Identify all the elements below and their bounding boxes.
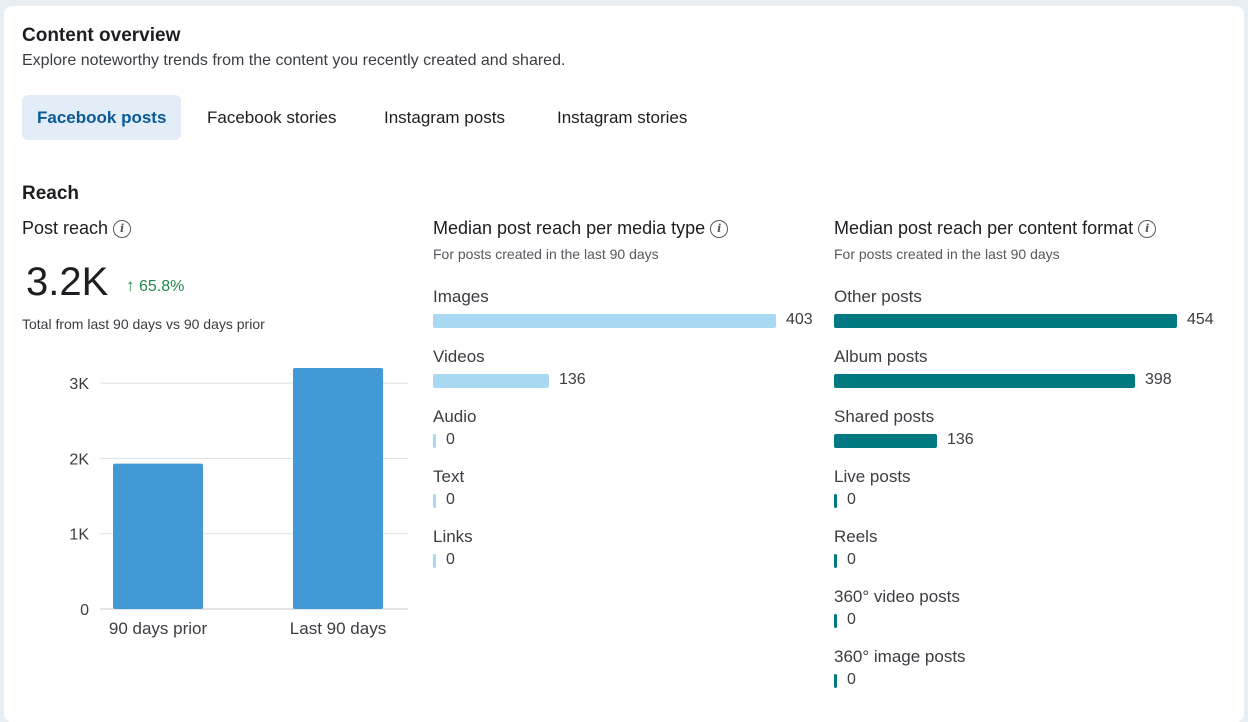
y-tick-label: 3K — [69, 376, 89, 393]
post-reach-bar-chart: 0 1K 2K 3K 90 days prior Last 90 days — [69, 368, 408, 638]
content-format-row-label: Live posts — [834, 467, 911, 486]
x-tick-label: 90 days prior — [109, 619, 208, 638]
media-type-title: Median post reach per media type i — [433, 218, 729, 239]
content-format-row-value: 0 — [847, 611, 856, 628]
content-format-row-label: Other posts — [834, 287, 922, 306]
post-reach-title-text: Post reach — [22, 218, 109, 238]
content-format-row-bar — [834, 374, 1135, 388]
content-format-subtitle: For posts created in the last 90 days — [834, 246, 1060, 262]
content-format-row-value: 0 — [847, 491, 856, 508]
content-format-row-label: Shared posts — [834, 407, 935, 426]
media-type-title-text: Median post reach per media type — [433, 218, 706, 238]
content-format-row-bar — [834, 674, 837, 688]
arrow-up-icon: ↑ — [126, 276, 135, 295]
tab-facebook-posts[interactable]: Facebook posts — [22, 95, 182, 140]
bar-0[interactable] — [113, 463, 203, 609]
content-overview-card: Content overview Explore noteworthy tren… — [4, 6, 1244, 722]
content-format-row-label: Reels — [834, 527, 878, 546]
tab-instagram-posts[interactable]: Instagram posts — [384, 108, 505, 127]
post-reach-delta-value: 65.8% — [138, 278, 185, 295]
content-format-row-label: 360° image posts — [834, 647, 966, 666]
content-format-title: Median post reach per content format i — [834, 218, 1157, 239]
info-icon[interactable]: i — [710, 220, 729, 238]
media-type-row-bar — [433, 434, 436, 448]
media-type-row-label: Images — [433, 287, 489, 306]
media-type-row-bar — [433, 494, 436, 508]
content-format-row-value: 0 — [847, 671, 856, 688]
media-type-row-bar — [433, 554, 436, 568]
content-format-row-bar — [834, 314, 1177, 328]
content-format-row-value: 0 — [847, 551, 856, 568]
y-tick-label: 2K — [69, 451, 89, 468]
content-format-row-value: 454 — [1187, 311, 1214, 328]
media-type-row-label: Links — [433, 527, 473, 546]
post-reach-delta: ↑ 65.8% — [126, 276, 184, 296]
post-reach-value: 3.2K — [26, 260, 109, 304]
media-type-row-value: 403 — [786, 311, 813, 328]
content-format-row-value: 136 — [947, 431, 974, 448]
media-type-row-label: Videos — [433, 347, 485, 366]
tab-instagram-stories[interactable]: Instagram stories — [557, 108, 688, 127]
info-icon[interactable]: i — [1138, 220, 1157, 238]
media-type-row-bar — [433, 314, 776, 328]
post-reach-title: Post reach i — [22, 218, 132, 239]
media-type-row-value: 136 — [559, 371, 586, 388]
post-reach-note: Total from last 90 days vs 90 days prior — [22, 316, 265, 332]
media-type-row-bar — [433, 374, 549, 388]
content-format-title-text: Median post reach per content format — [834, 218, 1134, 238]
section-title-reach: Reach — [22, 183, 80, 204]
media-type-row-label: Audio — [433, 407, 477, 426]
y-tick-label: 1K — [69, 527, 89, 544]
media-type-row-value: 0 — [446, 431, 455, 448]
tab-facebook-stories[interactable]: Facebook stories — [207, 108, 337, 127]
media-type-subtitle: For posts created in the last 90 days — [433, 246, 659, 262]
content-format-row-bar — [834, 614, 837, 628]
content-format-row-value: 398 — [1145, 371, 1172, 388]
page-title: Content overview — [22, 25, 181, 46]
content-format-row-label: Album posts — [834, 347, 928, 366]
y-tick-label: 0 — [80, 602, 89, 619]
info-icon[interactable]: i — [113, 220, 132, 238]
media-type-row-value: 0 — [446, 551, 455, 568]
content-format-row-bar — [834, 554, 837, 568]
media-type-row-label: Text — [433, 467, 465, 486]
content-format-row-bar — [834, 434, 937, 448]
content-format-row-bar — [834, 494, 837, 508]
page-subtitle: Explore noteworthy trends from the conte… — [22, 52, 566, 69]
bar-1[interactable] — [293, 368, 383, 609]
content-format-row-label: 360° video posts — [834, 587, 960, 606]
media-type-row-value: 0 — [446, 491, 455, 508]
x-tick-label: Last 90 days — [290, 619, 386, 638]
